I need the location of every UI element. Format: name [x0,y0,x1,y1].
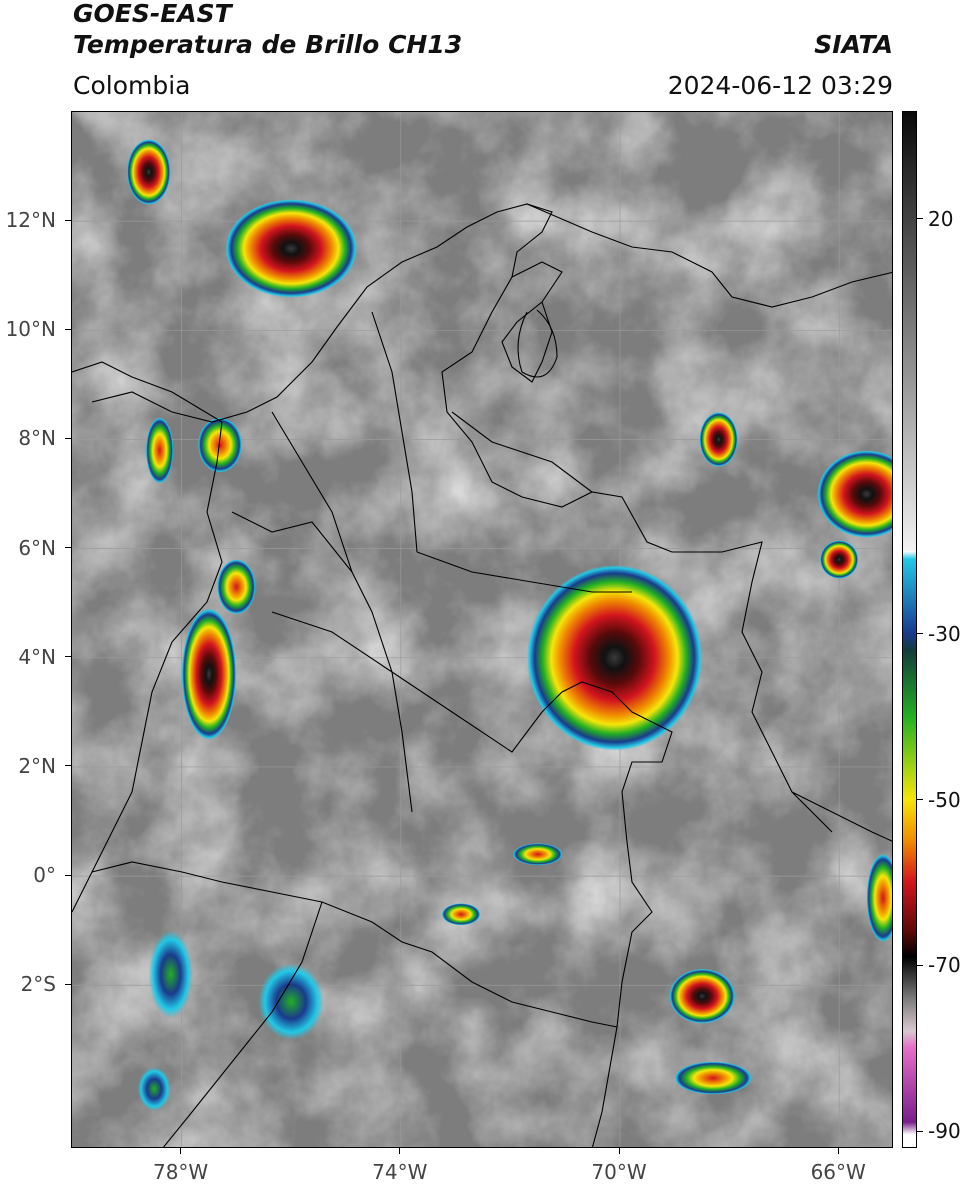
lat-tick-label: 8°N [18,426,56,451]
lat-tick-label: 2°N [18,753,56,778]
storm-cell [674,1061,752,1095]
lon-tick [399,1148,401,1154]
storm-cell [820,540,859,579]
colorbar-tick-label: -50 [928,787,961,812]
lat-tick-label: 0° [33,863,56,888]
lat-tick-label: 10°N [5,317,56,342]
colorbar-tick-label: -30 [928,621,961,646]
colombia-brazil-border [541,681,673,1028]
lon-tick-label: 66°W [810,1160,866,1184]
lat-tick-label: 2°S [20,972,56,997]
panama-coast [72,361,223,423]
storm-cell [145,417,174,484]
storm-cell [225,199,357,298]
storm-cell [198,417,242,473]
convective-cells [126,139,892,1111]
storm-cell [126,139,171,205]
colorbar-tick [917,633,923,635]
lat-tick [65,983,71,985]
lat-tick [65,328,71,330]
lat-tick [65,765,71,767]
storm-cell [441,903,481,926]
colorbar-tick [917,1130,923,1132]
ecuador-peru-border [162,901,323,1147]
lat-tick [65,219,71,221]
satellite-map [71,111,893,1148]
internal-division-4 [271,611,543,753]
storm-cell [137,1067,171,1111]
product-title: Temperatura de Brillo CH13 [73,30,463,59]
storm-cell [258,963,325,1040]
lat-tick-label: 6°N [18,535,56,560]
storm-cell [866,854,892,942]
storm-cell [669,968,736,1024]
boundaries [72,203,892,1147]
colorbar-tick-label: 20 [928,206,954,231]
lon-tick [618,1148,620,1154]
colorbar-tick [917,964,923,966]
storm-cell [513,843,563,866]
region-label: Colombia [73,71,191,100]
colorbar-tick-label: -70 [928,953,961,978]
internal-division-1 [271,411,413,813]
internal-division-2 [371,311,418,553]
map-canvas [72,112,892,1147]
lat-tick [65,656,71,658]
lat-tick [65,437,71,439]
colorbar [902,111,917,1148]
storm-cell [217,559,256,615]
colorbar-tick-label: -90 [928,1119,961,1144]
organization-label: SIATA [814,30,893,59]
peru-border [591,1026,618,1147]
lake-maracaibo [517,309,558,378]
brazil-venezuela-border [791,791,892,842]
lat-tick-label: 4°N [18,644,56,669]
storm-cell [699,412,738,467]
lon-tick-label: 70°W [591,1160,647,1184]
storm-cell [526,565,703,751]
internal-division-3 [416,551,632,593]
lon-tick-label: 74°W [372,1160,428,1184]
lat-tick-label: 12°N [5,208,56,233]
colombia-pacific-coast [72,421,223,913]
storm-cell [148,930,193,1019]
colombia-ecuador-border [91,861,618,1028]
lon-tick-label: 78°W [152,1160,209,1184]
internal-division-6 [231,511,353,573]
colorbar-tick [917,218,923,220]
lon-tick [837,1148,839,1154]
lat-tick [65,547,71,549]
colorbar-tick [917,799,923,801]
datetime-label: 2024-06-12 03:29 [667,71,893,100]
lon-tick [180,1148,182,1154]
venezuela-coast [526,203,892,308]
internal-division-5 [451,411,593,493]
colombia-coast-north [91,203,563,423]
colombia-venezuela-border [441,276,833,833]
satellite-title: GOES-EAST [73,0,232,28]
storm-cell [817,450,892,538]
storm-cell [181,608,237,740]
lat-tick [65,874,71,876]
